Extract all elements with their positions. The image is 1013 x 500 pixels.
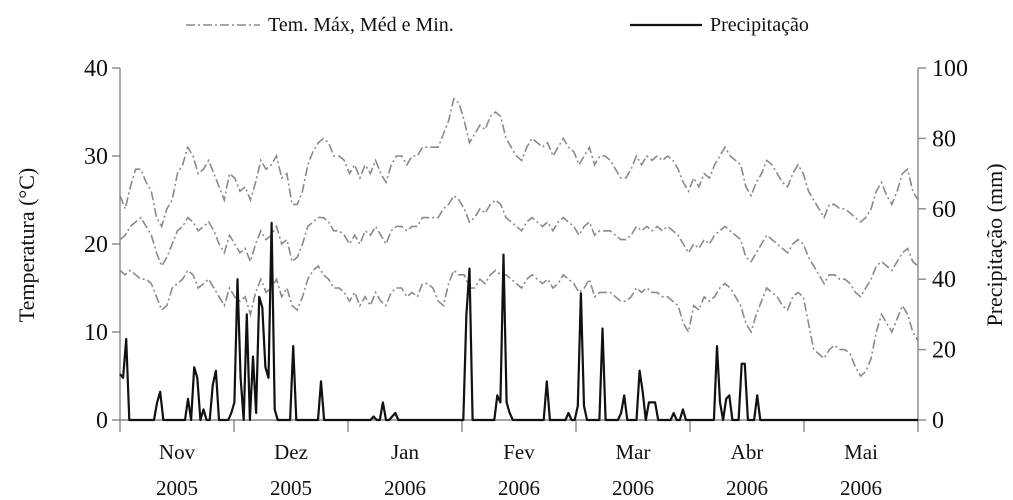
legend: Tem. Máx, Méd e Min. Precipitação bbox=[186, 14, 809, 36]
x-year-label: 2006 bbox=[612, 476, 654, 500]
series-line-precipita-o bbox=[119, 221, 918, 422]
right-tick-label: 0 bbox=[932, 408, 944, 434]
series-line-m-x bbox=[119, 97, 919, 229]
left-tick-label: 40 bbox=[84, 56, 108, 82]
x-year-label: 2005 bbox=[156, 476, 198, 500]
right-tick-label: 60 bbox=[932, 197, 956, 223]
legend-temp-label: Tem. Máx, Méd e Min. bbox=[268, 14, 454, 36]
x-month-label: Jan bbox=[391, 440, 419, 464]
right-tick-label: 20 bbox=[932, 338, 956, 364]
x-year-label: 2006 bbox=[726, 476, 768, 500]
left-tick-label: 30 bbox=[84, 144, 108, 170]
left-tick-label: 10 bbox=[84, 320, 108, 346]
x-month-label: Abr bbox=[731, 440, 764, 464]
right-tick-label: 100 bbox=[932, 56, 968, 82]
x-month-label: Nov bbox=[159, 440, 196, 464]
x-year-label: 2006 bbox=[498, 476, 540, 500]
x-year-label: 2006 bbox=[840, 476, 882, 500]
left-axis-title: Temperatura (°C) bbox=[14, 168, 39, 322]
axes: 0 10 20 30 40 0 20 40 60 80 100 Nov 2005 Dez 2005 Jan 20… bbox=[84, 56, 968, 500]
right-axis-title: Precipitação (mm) bbox=[982, 163, 1007, 326]
left-tick-label: 20 bbox=[84, 232, 108, 258]
x-month-label: Mar bbox=[616, 440, 651, 464]
x-month-label: Dez bbox=[274, 440, 308, 464]
legend-precip-label: Precipitação bbox=[710, 14, 809, 36]
plot-area bbox=[119, 97, 919, 422]
right-tick-label: 80 bbox=[932, 126, 956, 152]
series-line-m-d bbox=[119, 194, 919, 299]
x-year-label: 2005 bbox=[270, 476, 312, 500]
x-month-label: Fev bbox=[503, 440, 535, 464]
x-year-label: 2006 bbox=[384, 476, 426, 500]
left-tick-label: 0 bbox=[96, 408, 108, 434]
right-tick-label: 40 bbox=[932, 267, 956, 293]
series-line-min bbox=[119, 264, 919, 378]
x-month-label: Mai bbox=[844, 440, 878, 464]
